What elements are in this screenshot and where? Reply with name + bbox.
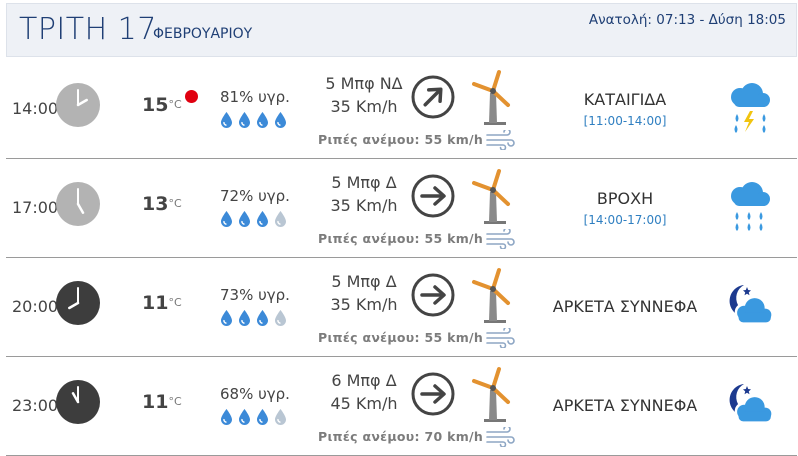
humidity-text: 68% υγρ. xyxy=(220,385,290,403)
wind-speed: 35 Km/h xyxy=(330,97,398,116)
thunderstorm-icon xyxy=(720,79,780,141)
forecast-row: 23:00 11°C 68% υγρ. 6 Μπφ Δ 45 Km/h Ριπέ… xyxy=(6,356,797,456)
temperature-unit: °C xyxy=(168,98,182,111)
wind-speed: 45 Km/h xyxy=(330,394,398,413)
temperature-value: 13 xyxy=(142,193,169,215)
weather-condition: ΚΑΤΑΙΓΙΔΑ xyxy=(583,90,667,109)
day-title: ΤΡΙΤΗ 17 xyxy=(19,12,157,47)
wind-speed: 35 Km/h xyxy=(330,295,398,314)
day-header: ΤΡΙΤΗ 17 ΦΕΒΡΟΥΑΡΙΟΥ Ανατολή: 07:13 - Δύ… xyxy=(6,3,797,57)
night-partly-cloudy-icon xyxy=(720,277,780,339)
temperature-value: 11 xyxy=(142,391,169,413)
month-title: ΦΕΒΡΟΥΑΡΙΟΥ xyxy=(153,26,253,42)
wind-gust-icon xyxy=(485,227,517,253)
humidity-text: 73% υγρ. xyxy=(220,286,290,304)
wind-beaufort: 6 Μπφ Δ xyxy=(331,371,397,390)
forecast-time: 14:00 xyxy=(12,99,59,118)
temperature: 15°C xyxy=(142,94,182,116)
forecast-row: 14:00 15°C 81% υγρ. 5 Μπφ ΝΔ 35 Km/h Ριπ… xyxy=(6,59,797,159)
clock-icon xyxy=(55,181,101,231)
temperature-unit: °C xyxy=(168,197,182,210)
weather-condition: ΑΡΚΕΤΑ ΣΥΝΝΕΦΑ xyxy=(552,297,698,316)
temperature-value: 11 xyxy=(142,292,169,314)
temperature: 11°C xyxy=(142,391,182,413)
windmill-icon xyxy=(468,69,524,131)
temperature-unit: °C xyxy=(168,395,182,408)
wind-beaufort: 5 Μπφ ΝΔ xyxy=(325,74,403,93)
temperature: 13°C xyxy=(142,193,182,215)
wind-gusts: Ριπές ανέμου: 70 km/h xyxy=(318,429,484,444)
temperature-value: 15 xyxy=(142,94,169,116)
wind-speed: 35 Km/h xyxy=(330,196,398,215)
condition-time-range: [14:00-17:00] xyxy=(583,213,667,227)
weather-condition: ΑΡΚΕΤΑ ΣΥΝΝΕΦΑ xyxy=(552,396,698,415)
forecast-time: 17:00 xyxy=(12,198,59,217)
sunrise-sunset: Ανατολή: 07:13 - Δύση 18:05 xyxy=(588,12,786,28)
wind-beaufort: 5 Μπφ Δ xyxy=(331,272,397,291)
condition-time-range: [11:00-14:00] xyxy=(583,114,667,128)
arrow-east-icon xyxy=(410,371,456,421)
humidity-drops xyxy=(219,408,291,430)
night-partly-cloudy-icon xyxy=(720,376,780,438)
windmill-icon xyxy=(468,168,524,230)
temperature-unit: °C xyxy=(168,296,182,309)
wind-gusts: Ριπές ανέμου: 55 km/h xyxy=(318,231,484,246)
arrow-east-icon xyxy=(410,272,456,322)
forecast-time: 20:00 xyxy=(12,297,59,316)
alert-dot-icon xyxy=(185,90,198,103)
wind-gusts: Ριπές ανέμου: 55 km/h xyxy=(318,330,484,345)
humidity-text: 81% υγρ. xyxy=(220,88,290,106)
humidity-drops xyxy=(219,111,291,133)
wind-gusts: Ριπές ανέμου: 55 km/h xyxy=(318,132,484,147)
clock-icon xyxy=(55,82,101,132)
wind-beaufort: 5 Μπφ Δ xyxy=(331,173,397,192)
forecast-row: 17:00 13°C 72% υγρ. 5 Μπφ Δ 35 Km/h Ριπέ… xyxy=(6,158,797,258)
wind-gust-icon xyxy=(485,326,517,352)
windmill-icon xyxy=(468,366,524,428)
forecast-time: 23:00 xyxy=(12,396,59,415)
humidity-drops xyxy=(219,210,291,232)
windmill-icon xyxy=(468,267,524,329)
wind-gust-icon xyxy=(485,425,517,451)
weather-condition: ΒΡΟΧΗ xyxy=(596,189,654,208)
rain-icon xyxy=(720,178,780,240)
wind-gust-icon xyxy=(485,128,517,154)
clock-icon xyxy=(55,280,101,330)
clock-icon xyxy=(55,379,101,429)
forecast-row: 20:00 11°C 73% υγρ. 5 Μπφ Δ 35 Km/h Ριπέ… xyxy=(6,257,797,357)
arrow-northeast-icon xyxy=(410,74,456,124)
arrow-east-icon xyxy=(410,173,456,223)
humidity-drops xyxy=(219,309,291,331)
humidity-text: 72% υγρ. xyxy=(220,187,290,205)
temperature: 11°C xyxy=(142,292,182,314)
